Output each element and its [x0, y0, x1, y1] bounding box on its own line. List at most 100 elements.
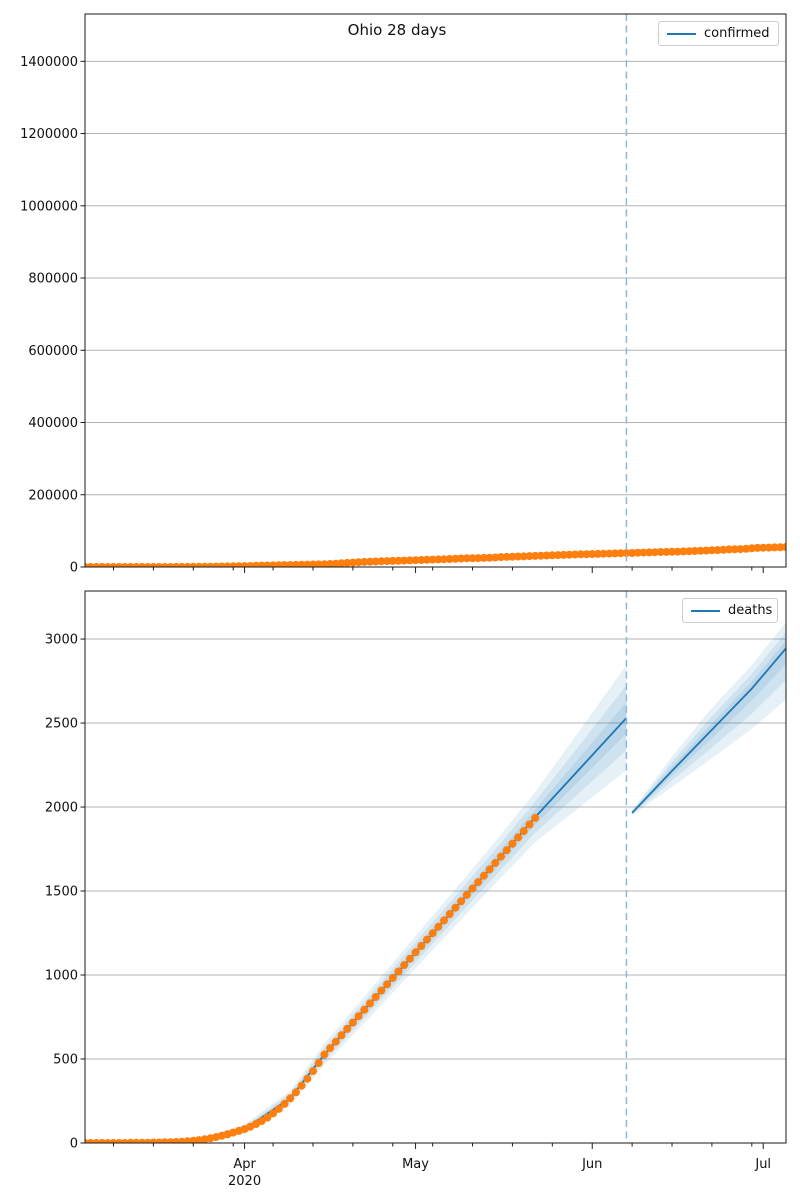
y-tick-label: 1200000	[20, 127, 78, 142]
panel-confirmed: 0 200000 400000 600000 800000 1000000 1200000 1…	[20, 13, 787, 576]
actual-dot	[434, 922, 443, 931]
actual-dot	[673, 547, 682, 556]
actual-dot	[764, 543, 773, 552]
actual-dot	[428, 929, 437, 938]
actual-dot	[776, 543, 785, 552]
actual-dot	[348, 558, 357, 567]
actual-dot	[411, 556, 420, 565]
actual-dot	[491, 859, 500, 867]
actual-dot	[360, 1005, 369, 1014]
actual-dot	[668, 547, 676, 556]
x-tick-label: May	[402, 1157, 429, 1172]
actual-dot	[440, 916, 448, 925]
actual-dot	[280, 1099, 289, 1108]
actual-dot	[747, 544, 756, 553]
actual-dot	[457, 554, 466, 563]
actual-dot	[685, 547, 694, 556]
axes-spines	[84, 13, 787, 568]
actual-dot	[343, 558, 352, 567]
actual-dot	[707, 546, 716, 555]
actual-dot	[576, 550, 585, 559]
actual-dot	[554, 551, 562, 560]
actual-dot	[400, 556, 409, 565]
actual-dot	[320, 1050, 329, 1059]
actual-dot	[485, 553, 494, 562]
actual-dot	[497, 553, 505, 562]
x-tick-label: Jul	[754, 1157, 771, 1172]
actual-dot	[388, 556, 397, 565]
actual-dot	[633, 548, 642, 557]
actual-dot	[354, 558, 363, 567]
x-tick-year-label: 2020	[228, 1174, 261, 1189]
actual-dot	[508, 839, 517, 848]
y-tick-label: 0	[70, 1137, 78, 1152]
actual-dot	[616, 549, 625, 558]
actual-dot	[536, 551, 545, 560]
y-tick-label: 200000	[28, 488, 78, 503]
actual-dot	[303, 1074, 312, 1083]
actual-dot	[514, 552, 523, 561]
forecast-confidence-band	[632, 640, 786, 814]
actual-dot	[502, 552, 511, 561]
x-tick-label: Apr	[233, 1157, 256, 1172]
actual-dot	[759, 543, 768, 552]
actual-dot	[326, 560, 335, 567]
y-tick-label: 600000	[28, 344, 78, 359]
actual-dot	[542, 551, 551, 560]
actual-dot	[434, 555, 443, 564]
actual-dot	[371, 993, 380, 1001]
actual-dot	[309, 1067, 317, 1076]
actual-dot	[405, 556, 414, 565]
actual-dot	[650, 548, 659, 557]
actual-dot	[423, 555, 431, 564]
actual-dot	[383, 980, 392, 989]
actual-dot	[457, 897, 466, 906]
actual-dot	[371, 557, 380, 566]
actual-dot	[588, 550, 597, 558]
actual-dot	[565, 550, 574, 559]
actual-dot	[696, 546, 705, 555]
fit-confidence-band	[142, 665, 627, 1143]
actual-dot	[497, 852, 505, 861]
actual-dot	[770, 543, 779, 552]
y-tick-label: 500	[53, 1053, 78, 1068]
y-tick-label: 1500	[45, 885, 78, 900]
actual-dot	[451, 554, 460, 563]
actual-dot	[508, 552, 517, 561]
actual-dot	[445, 555, 454, 563]
actual-dot	[468, 884, 477, 893]
actual-dot	[622, 549, 631, 558]
actual-dot	[377, 986, 386, 995]
legend-label-deaths: deaths	[728, 603, 773, 618]
actual-dot	[377, 557, 386, 566]
actual-dot	[525, 552, 534, 561]
actual-dot	[611, 549, 619, 558]
actual-dot	[599, 549, 608, 558]
actual-dot	[582, 550, 591, 559]
actual-dot	[297, 1081, 306, 1090]
actual-dot	[366, 999, 374, 1008]
y-tick-label: 1400000	[20, 55, 78, 70]
actual-dot	[719, 545, 728, 554]
axes-spines	[84, 590, 787, 1144]
actual-dot	[394, 967, 403, 976]
actual-dot	[525, 820, 534, 829]
actual-dot	[502, 846, 511, 855]
actual-dot	[479, 871, 488, 880]
y-tick-label: 1000	[45, 969, 78, 984]
actual-dot	[713, 546, 722, 555]
actual-dot	[514, 833, 523, 842]
actual-dot	[394, 556, 403, 565]
actual-dot	[383, 557, 392, 566]
y-tick-label: 0	[70, 561, 78, 576]
actual-dot	[736, 545, 745, 554]
actual-dot	[474, 878, 483, 887]
y-tick-label: 1000000	[20, 199, 78, 214]
actual-dot	[645, 548, 654, 557]
actual-dot	[423, 935, 431, 944]
actual-dot	[263, 1113, 272, 1122]
actual-dot	[485, 865, 494, 874]
actual-dot	[400, 961, 409, 970]
legend-deaths: deaths	[682, 598, 778, 623]
